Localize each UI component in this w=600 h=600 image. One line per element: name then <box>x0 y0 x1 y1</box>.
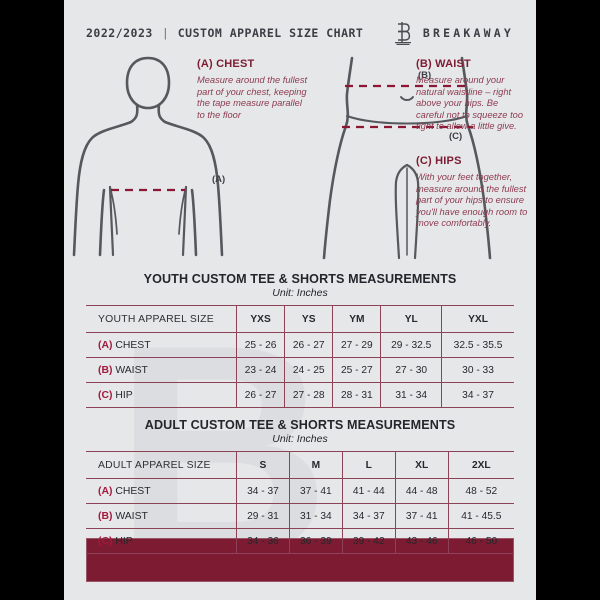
youth-measure-value: 31 - 34 <box>380 382 442 408</box>
size-chart-page: B 2022/2023 | CUSTOM APPAREL SIZE CHART <box>64 0 536 600</box>
adult-measure-label: (A) CHEST <box>86 478 237 504</box>
adult-measure-value: 31 - 34 <box>288 503 343 529</box>
youth-measure-value: 27 - 30 <box>380 357 442 383</box>
adult-table-unit: Unit: Inches <box>272 433 328 445</box>
youth-header-row: YOUTH APPAREL SIZE YXS YS YM YL YXL <box>86 305 514 333</box>
adult-column-header: 2XL <box>447 451 514 479</box>
adult-measure-value: 43 - 46 <box>394 528 449 554</box>
youth-measure-value: 23 - 24 <box>235 357 285 383</box>
youth-measurements-table: YOUTH APPAREL SIZE YXS YS YM YL YXL (A) CHEST 2… <box>86 305 514 408</box>
hip-marker-label: (C) <box>449 131 463 142</box>
chest-marker-label: (A) <box>212 174 226 185</box>
measure-tag: (B) <box>98 510 113 522</box>
season-label: 2022/2023 <box>86 26 153 40</box>
adult-measurements-block: ADULT CUSTOM TEE & SHORTS MEASUREMENTS U… <box>86 418 514 554</box>
adult-column-header: XL <box>394 451 449 479</box>
youth-measurements-block: YOUTH CUSTOM TEE & SHORTS MEASUREMENTS U… <box>86 272 514 408</box>
adult-measure-value: 36 - 39 <box>288 528 343 554</box>
measure-tag: (C) <box>98 389 113 401</box>
youth-measure-value: 26 - 27 <box>284 332 333 358</box>
measure-tag: (B) <box>98 364 113 376</box>
youth-measure-label: (C) HIP <box>86 382 237 408</box>
youth-measure-value: 24 - 25 <box>284 357 333 383</box>
youth-measure-value: 26 - 27 <box>235 382 285 408</box>
adult-header-row: ADULT APPAREL SIZE S M L XL 2XL <box>86 451 514 479</box>
youth-column-header: YXL <box>441 305 514 333</box>
header-separator: | <box>161 26 169 40</box>
adult-measure-value: 44 - 48 <box>394 478 449 504</box>
brand-lockup: BREAKAWAY <box>392 20 514 46</box>
callout-waist-body: Measure around your natural waistline – … <box>416 75 523 132</box>
adult-measure-value: 29 - 31 <box>236 503 290 529</box>
measure-tag: (A) <box>98 485 113 497</box>
youth-column-header: YL <box>380 305 442 333</box>
callout-waist: (B) WAIST Measure around your natural wa… <box>416 58 528 133</box>
table-row: (A) CHEST 25 - 26 26 - 27 27 - 29 29 - 32.5 3… <box>86 332 514 358</box>
adult-column-header: M <box>288 451 343 479</box>
adult-measure-value: 46 - 50 <box>447 528 514 554</box>
page-header: 2022/2023 | CUSTOM APPAREL SIZE CHART <box>64 0 536 46</box>
table-row: (B) WAIST 29 - 31 31 - 34 34 - 37 37 - 41 41 … <box>86 503 514 529</box>
youth-row-header-label: YOUTH APPAREL SIZE <box>86 305 237 333</box>
adult-table-title: ADULT CUSTOM TEE & SHORTS MEASUREMENTS <box>144 418 456 432</box>
youth-measure-value: 27 - 28 <box>284 382 333 408</box>
adult-measure-value: 41 - 45.5 <box>447 503 514 529</box>
youth-measure-value: 32.5 - 35.5 <box>441 332 514 358</box>
youth-measure-value: 30 - 33 <box>441 357 514 383</box>
table-row: (C) HIP 26 - 27 27 - 28 28 - 31 31 - 34 34 - … <box>86 382 514 408</box>
adult-column-header: S <box>236 451 290 479</box>
table-row: (B) WAIST 23 - 24 24 - 25 25 - 27 27 - 30 30 … <box>86 357 514 383</box>
youth-column-header: YS <box>284 305 333 333</box>
page-title: CUSTOM APPAREL SIZE CHART <box>177 26 364 40</box>
youth-column-header: YM <box>332 305 381 333</box>
callout-waist-title: (B) WAIST <box>416 58 471 70</box>
adult-measure-value: 34 - 37 <box>341 503 396 529</box>
table-row: (A) CHEST 34 - 37 37 - 41 41 - 44 44 - 48 48 … <box>86 478 514 504</box>
youth-measure-value: 29 - 32.5 <box>380 332 442 358</box>
youth-measure-label: (A) CHEST <box>86 332 237 358</box>
measurement-diagram: (A) (B) (C) (A) CHEST Measure around the… <box>64 50 536 262</box>
breakaway-b-monogram-icon <box>392 20 414 46</box>
callout-hips-body: With your feet together, measure around … <box>416 172 528 229</box>
adult-measure-value: 34 - 37 <box>236 478 290 504</box>
torso-figure <box>72 56 224 257</box>
youth-measure-value: 27 - 29 <box>332 332 381 358</box>
adult-measure-value: 48 - 52 <box>447 478 514 504</box>
table-row: (C) HIP 34 - 36 36 - 39 39 - 42 43 - 46 46 - … <box>86 528 514 554</box>
youth-measure-value: 25 - 26 <box>235 332 285 358</box>
adult-row-header-label: ADULT APPAREL SIZE <box>86 451 237 479</box>
measure-tag: (A) <box>98 339 113 351</box>
adult-measure-value: 39 - 42 <box>341 528 396 554</box>
body-figures-illustration <box>72 56 492 260</box>
youth-table-title: YOUTH CUSTOM TEE & SHORTS MEASUREMENTS <box>143 272 457 286</box>
brand-name: BREAKAWAY <box>422 26 514 40</box>
header-title-group: 2022/2023 | CUSTOM APPAREL SIZE CHART <box>86 26 363 40</box>
adult-measure-label: (B) WAIST <box>86 503 237 529</box>
adult-measure-value: 37 - 41 <box>394 503 449 529</box>
callout-hips-title: (C) HIPS <box>416 155 462 167</box>
youth-measure-label: (B) WAIST <box>86 357 237 383</box>
youth-measure-value: 25 - 27 <box>332 357 381 383</box>
youth-measure-value: 28 - 31 <box>332 382 381 408</box>
youth-measure-value: 34 - 37 <box>441 382 514 408</box>
adult-measure-value: 37 - 41 <box>288 478 343 504</box>
callout-hips: (C) HIPS With your feet together, measur… <box>416 155 528 230</box>
waist-marker-label: (B) <box>418 70 432 81</box>
adult-measure-label: (C) HIP <box>86 528 237 554</box>
youth-table-unit: Unit: Inches <box>272 287 328 299</box>
adult-measure-value: 34 - 36 <box>236 528 290 554</box>
youth-column-header: YXS <box>235 305 285 333</box>
callout-chest: (A) CHEST Measure around the fullest par… <box>197 58 309 121</box>
measure-tag: (C) <box>98 535 113 547</box>
adult-measurements-table: ADULT APPAREL SIZE S M L XL 2XL (A) CHEST 34 - … <box>86 451 514 554</box>
adult-measure-value: 41 - 44 <box>341 478 396 504</box>
callout-chest-body: Measure around the fullest part of your … <box>197 75 308 120</box>
callout-chest-title: (A) CHEST <box>197 58 255 70</box>
adult-column-header: L <box>341 451 396 479</box>
